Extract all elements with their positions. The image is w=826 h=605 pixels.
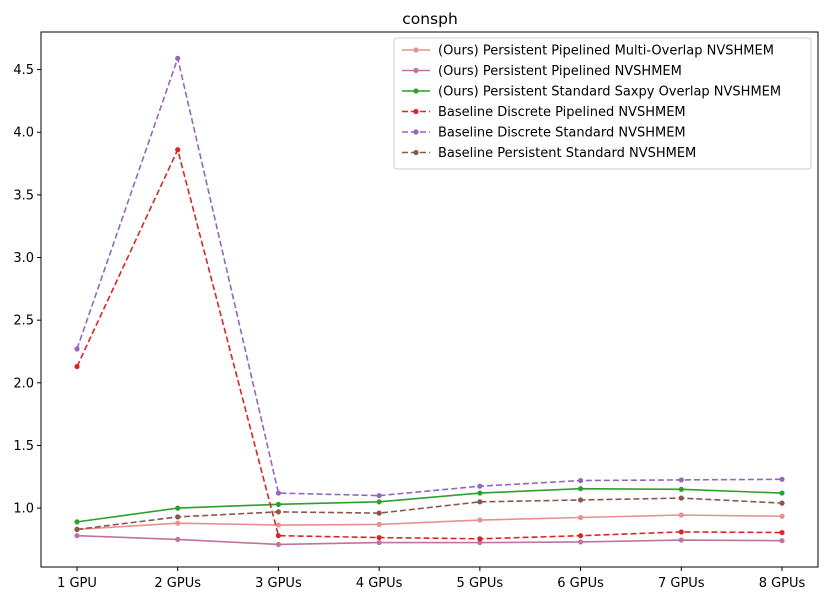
data-point bbox=[577, 486, 584, 492]
data-point bbox=[779, 529, 785, 536]
x-tick-label: 7 GPUs bbox=[658, 576, 705, 591]
series-line bbox=[76, 534, 783, 546]
x-tick-label: 6 GPUs bbox=[557, 576, 604, 591]
legend-item: Baseline Discrete Standard NVSHMEM bbox=[402, 126, 686, 141]
data-point bbox=[779, 500, 785, 506]
x-tick-label: 3 GPUs bbox=[255, 576, 302, 591]
series-line bbox=[76, 487, 783, 523]
series-6 bbox=[74, 495, 785, 533]
x-tick-label: 2 GPUs bbox=[154, 576, 201, 591]
data-point bbox=[779, 538, 785, 544]
data-point bbox=[678, 486, 684, 492]
data-point bbox=[175, 536, 181, 543]
data-point bbox=[275, 490, 282, 496]
data-point bbox=[275, 501, 282, 507]
x-tick-label: 1 GPU bbox=[57, 576, 97, 591]
series-5 bbox=[74, 55, 785, 499]
data-point bbox=[175, 55, 181, 61]
legend-marker bbox=[413, 67, 419, 74]
legend-item: (Ours) Persistent Pipelined Multi-Overla… bbox=[402, 44, 774, 59]
legend-marker bbox=[413, 108, 419, 115]
legend-marker bbox=[413, 88, 419, 94]
legend-label: Baseline Discrete Pipelined NVSHMEM bbox=[438, 105, 686, 120]
data-point bbox=[175, 147, 181, 153]
legend: (Ours) Persistent Pipelined Multi-Overla… bbox=[393, 37, 812, 170]
data-point bbox=[376, 499, 382, 505]
data-point bbox=[376, 521, 382, 528]
data-point bbox=[577, 497, 584, 503]
legend-item: Baseline Persistent Standard NVSHMEM bbox=[402, 146, 696, 161]
series-4 bbox=[74, 147, 785, 542]
data-point bbox=[74, 533, 80, 539]
data-point bbox=[275, 541, 282, 548]
data-point bbox=[477, 490, 483, 496]
series-line bbox=[76, 514, 783, 531]
series-2 bbox=[74, 533, 785, 548]
y-axis: 1.0 1.5 2.0 2.5 3.0 3.5 4.0 4.5 bbox=[13, 63, 41, 517]
data-point bbox=[175, 520, 181, 526]
data-point bbox=[275, 522, 282, 528]
data-point bbox=[477, 483, 483, 489]
legend-marker bbox=[413, 47, 419, 53]
y-tick-label: 2.5 bbox=[13, 314, 34, 329]
data-point bbox=[376, 510, 382, 516]
data-point bbox=[376, 539, 382, 546]
data-point bbox=[275, 533, 282, 539]
data-point bbox=[779, 476, 785, 482]
data-point bbox=[175, 514, 181, 520]
data-point bbox=[275, 509, 282, 515]
legend-box bbox=[393, 37, 812, 170]
y-tick-label: 2.0 bbox=[13, 376, 34, 391]
y-tick-label: 4.0 bbox=[13, 126, 34, 141]
legend-item: Baseline Discrete Pipelined NVSHMEM bbox=[402, 105, 686, 120]
data-point bbox=[477, 539, 483, 546]
x-tick-label: 4 GPUs bbox=[356, 576, 403, 591]
data-point bbox=[477, 499, 483, 505]
legend-label: Baseline Persistent Standard NVSHMEM bbox=[438, 146, 696, 161]
legend-item: (Ours) Persistent Standard Saxpy Overlap… bbox=[402, 85, 781, 100]
chart-title: consph bbox=[402, 10, 458, 28]
legend-label: Baseline Discrete Standard NVSHMEM bbox=[438, 126, 686, 141]
legend-label: (Ours) Persistent Pipelined Multi-Overla… bbox=[438, 44, 774, 59]
legend-label: (Ours) Persistent Standard Saxpy Overlap… bbox=[438, 85, 781, 100]
data-point bbox=[376, 492, 382, 499]
data-point bbox=[779, 490, 785, 496]
data-point bbox=[477, 536, 483, 542]
y-tick-label: 4.5 bbox=[13, 63, 34, 78]
data-point bbox=[74, 526, 80, 533]
data-point bbox=[74, 346, 80, 352]
data-point bbox=[678, 529, 684, 535]
y-tick-label: 3.5 bbox=[13, 188, 34, 203]
data-point bbox=[678, 512, 684, 518]
legend-marker bbox=[413, 129, 419, 135]
data-point bbox=[577, 539, 584, 545]
series-layer bbox=[74, 55, 785, 548]
legend-label: (Ours) Persistent Pipelined NVSHMEM bbox=[438, 64, 682, 79]
data-point bbox=[577, 533, 584, 539]
series-line bbox=[76, 497, 783, 531]
x-axis: 1 GPU 2 GPUs 3 GPUs 4 GPUs 5 GPUs 6 GPUs 7 GPU… bbox=[57, 567, 806, 591]
data-point bbox=[74, 363, 80, 370]
data-point bbox=[74, 519, 80, 525]
legend-item: (Ours) Persistent Pipelined NVSHMEM bbox=[402, 64, 682, 79]
series-3 bbox=[74, 486, 785, 525]
series-line bbox=[76, 57, 783, 497]
data-point bbox=[577, 514, 584, 521]
data-point bbox=[376, 534, 382, 541]
data-point bbox=[577, 477, 584, 484]
data-point bbox=[779, 513, 785, 519]
data-point bbox=[678, 537, 684, 543]
x-tick-label: 8 GPUs bbox=[759, 576, 806, 591]
x-tick-label: 5 GPUs bbox=[457, 576, 504, 591]
y-tick-label: 1.5 bbox=[13, 439, 34, 454]
data-point bbox=[477, 517, 483, 523]
data-point bbox=[175, 505, 181, 511]
series-line bbox=[76, 148, 783, 540]
data-point bbox=[678, 495, 684, 501]
y-tick-label: 3.0 bbox=[13, 251, 34, 266]
data-point bbox=[678, 477, 684, 483]
y-tick-label: 1.0 bbox=[13, 502, 34, 517]
legend-marker bbox=[413, 149, 419, 156]
